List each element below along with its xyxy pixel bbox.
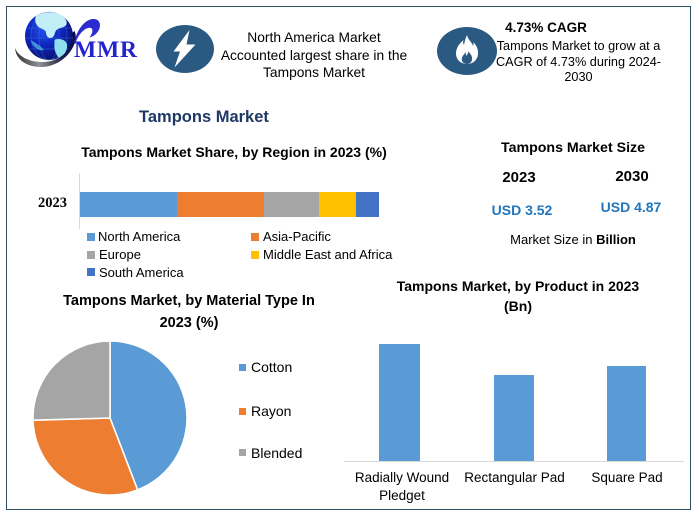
svg-text:MMR: MMR — [74, 37, 138, 63]
